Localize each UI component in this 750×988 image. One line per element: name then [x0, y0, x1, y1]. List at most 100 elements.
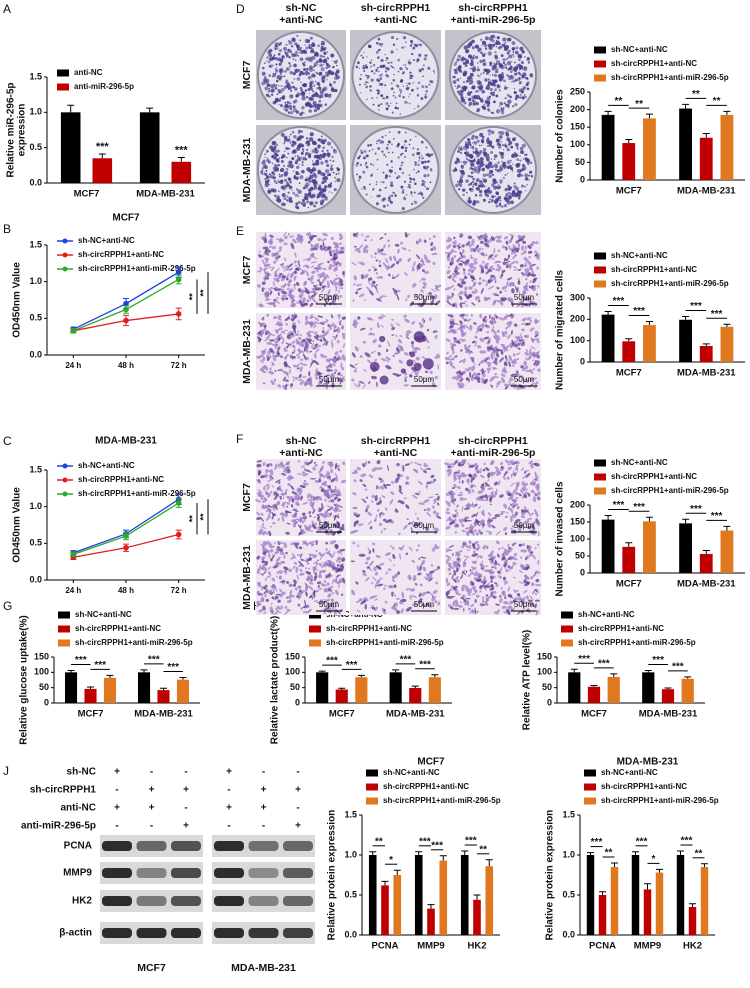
error-bar: [682, 317, 689, 320]
column-header: sh-circRPPH1: [458, 2, 528, 14]
legend-label: sh-circRPPH1+anti-NC: [75, 624, 161, 633]
colony: [495, 196, 496, 197]
colony: [369, 89, 371, 91]
colony: [296, 188, 298, 190]
error-bar: [611, 863, 618, 867]
colony: [506, 58, 508, 60]
colony: [327, 142, 331, 146]
colony: [274, 55, 275, 56]
colony: [418, 152, 421, 155]
colony: [481, 191, 482, 192]
colony: [297, 77, 301, 81]
colony: [524, 94, 526, 96]
significance: ***: [326, 656, 338, 667]
bar: [157, 690, 169, 703]
colony: [472, 103, 475, 106]
colony: [276, 67, 278, 69]
legend-label: sh-circRPPH1+anti-NC: [611, 472, 697, 481]
colony: [526, 184, 528, 186]
colony: [519, 68, 521, 70]
colony: [508, 54, 512, 58]
colony: [498, 145, 501, 148]
colony: [522, 77, 523, 78]
colony: [412, 47, 415, 50]
x-tick-label: MCF7: [616, 368, 642, 379]
colony: [463, 189, 465, 191]
colony: [308, 143, 311, 146]
colony: [388, 197, 390, 199]
colony: [480, 73, 482, 75]
colony: [285, 108, 288, 111]
colony: [280, 76, 282, 78]
colony: [514, 88, 515, 89]
colony: [287, 153, 289, 155]
colony: [512, 170, 513, 171]
colony: [475, 44, 479, 48]
cell-cluster: [370, 362, 380, 372]
colony: [315, 147, 317, 149]
colony: [364, 150, 367, 153]
colony: [269, 173, 271, 175]
colony: [511, 169, 513, 171]
colony: [277, 180, 278, 181]
colony: [276, 182, 278, 184]
colony: [364, 83, 366, 85]
error-bar: [178, 158, 185, 162]
legend-swatch: [594, 460, 606, 467]
colony: [329, 94, 331, 96]
colony: [459, 170, 461, 172]
colony: [486, 85, 490, 89]
chart-title: MDA-MB-231: [95, 436, 157, 447]
colony: [505, 195, 508, 198]
colony: [403, 36, 406, 39]
colony: [418, 160, 419, 161]
colony: [430, 181, 432, 183]
bar: [602, 115, 615, 180]
colony: [275, 98, 279, 102]
colony: [393, 74, 394, 75]
chart-title: MCF7: [112, 213, 140, 224]
colony: [356, 162, 358, 164]
colony: [274, 195, 276, 197]
colony: [274, 143, 275, 144]
colony: [363, 186, 366, 189]
error-bar: [412, 686, 419, 688]
colony: [306, 200, 309, 203]
colony: [371, 60, 372, 61]
colony: [317, 82, 320, 85]
colony: [291, 53, 292, 54]
legend-label: sh-NC+anti-NC: [383, 768, 440, 777]
colony: [411, 89, 414, 92]
colony: [301, 152, 304, 155]
colony: [527, 87, 530, 90]
error-bar: [369, 852, 376, 855]
colony: [309, 188, 313, 192]
cell: [479, 314, 482, 319]
bar: [700, 346, 713, 362]
colony: [497, 169, 499, 171]
colony: [476, 187, 478, 189]
bar: [632, 855, 639, 935]
colony: [388, 140, 391, 143]
colony: [507, 166, 509, 168]
colony: [411, 53, 413, 55]
colony: [488, 78, 490, 80]
row-label: MDA-MB-231: [241, 137, 253, 202]
colony: [502, 38, 506, 42]
x-tick-label: MCF7: [329, 709, 355, 720]
colony: [409, 144, 410, 145]
y-tick-label: 50: [575, 550, 585, 560]
colony: [488, 161, 492, 165]
colony: [266, 176, 269, 179]
colony: [477, 49, 480, 52]
scale-bar-label: 50μm: [414, 375, 435, 384]
colony: [456, 161, 458, 163]
colony: [318, 156, 322, 160]
colony: [421, 155, 423, 157]
x-tick-label: MDA-MB-231: [677, 579, 736, 590]
cell-cluster: [406, 359, 413, 366]
colony: [293, 64, 297, 68]
colony: [292, 151, 295, 154]
colony: [268, 188, 270, 190]
colony: [279, 78, 282, 81]
